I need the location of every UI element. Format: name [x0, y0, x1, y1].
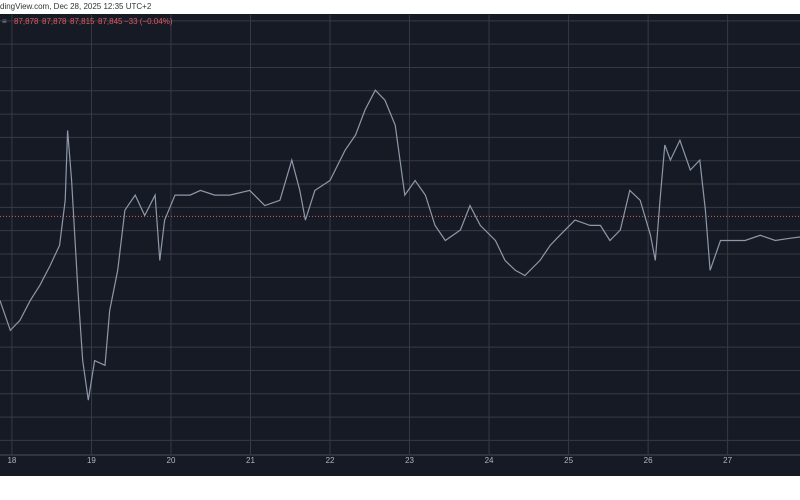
- x-tick-label: 21: [246, 456, 255, 465]
- x-tick-label: 27: [723, 456, 732, 465]
- x-tick-label: 19: [87, 456, 96, 465]
- chart-title: dingView.com, Dec 28, 2025 12:35 UTC+2: [0, 2, 152, 11]
- ohlc-open: 87,878: [14, 17, 39, 26]
- x-tick-label: 26: [644, 456, 653, 465]
- ohlc-low: 87,815: [70, 17, 95, 26]
- x-tick-label: 25: [564, 456, 573, 465]
- price-line: [0, 89, 800, 401]
- x-tick-label: 23: [405, 456, 414, 465]
- x-axis-strip: [0, 455, 800, 476]
- price-change: −33 (−0.04%): [124, 17, 173, 26]
- x-tick-label: 24: [485, 456, 494, 465]
- plot-background: [0, 14, 800, 476]
- title-bar: [0, 0, 800, 14]
- ohlc-high: 87,878: [42, 17, 67, 26]
- x-tick-label: 18: [7, 456, 16, 465]
- ohlc-close: 87,845: [98, 17, 123, 26]
- x-tick-label: 22: [326, 456, 335, 465]
- x-tick-label: 20: [167, 456, 176, 465]
- menu-icon: ≡: [2, 17, 7, 26]
